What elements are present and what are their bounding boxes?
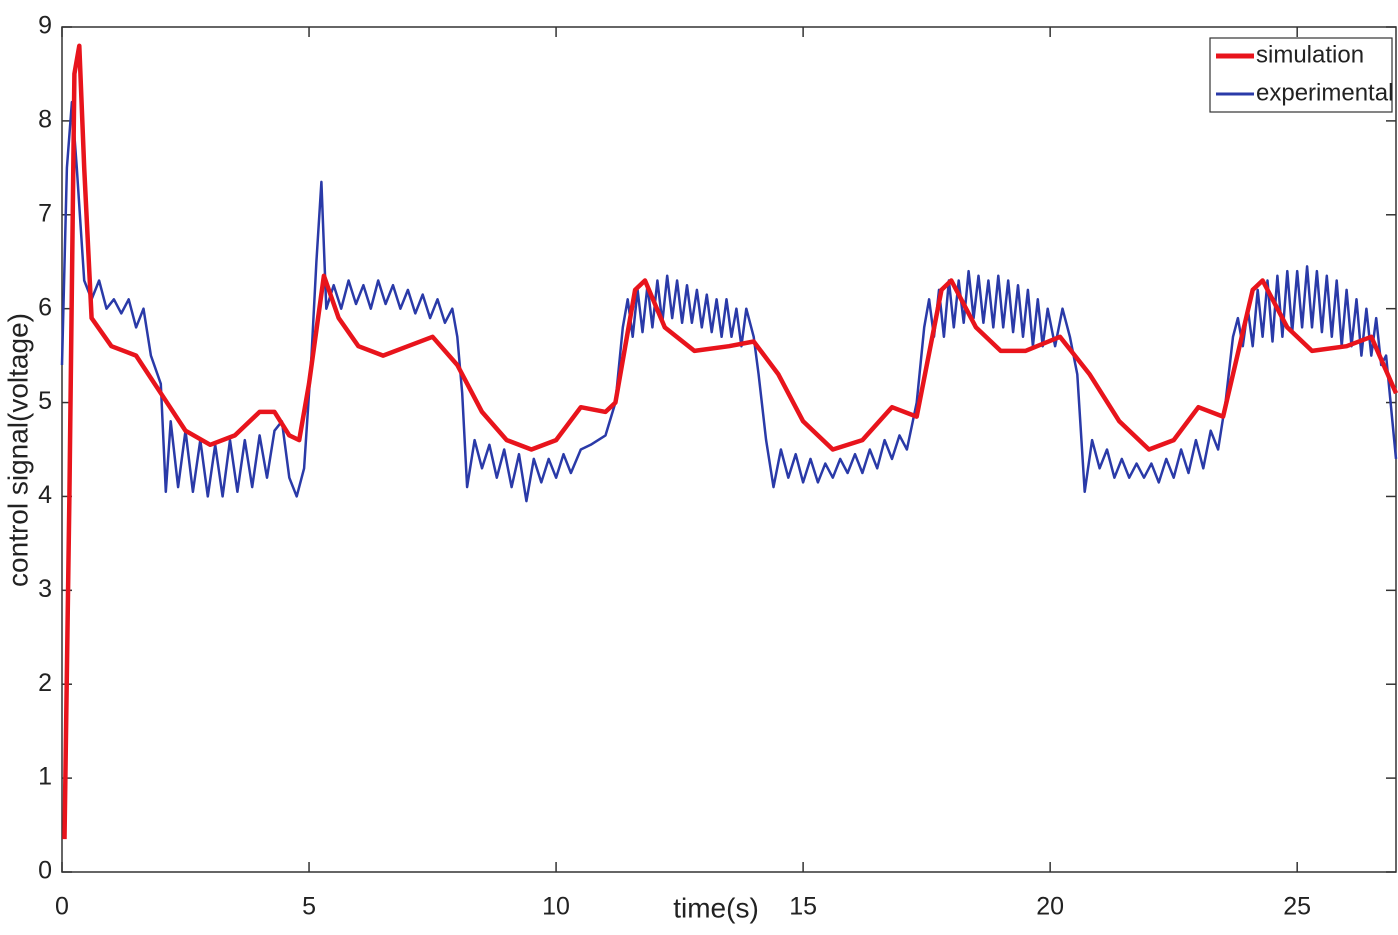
x-tick-label: 20 xyxy=(1036,893,1064,921)
legend-label: simulation xyxy=(1256,41,1364,68)
x-axis-label: time(s) xyxy=(673,892,759,923)
y-tick-label: 3 xyxy=(38,575,52,603)
y-tick-label: 4 xyxy=(38,481,52,509)
x-tick-label: 10 xyxy=(542,893,570,921)
y-axis-label: control signal(voltage) xyxy=(2,313,33,587)
y-tick-label: 1 xyxy=(38,763,52,791)
series-line xyxy=(60,100,1398,503)
y-tick-label: 9 xyxy=(38,12,52,40)
x-tick-label: 0 xyxy=(55,893,69,921)
y-tick-label: 0 xyxy=(38,857,52,885)
y-tick-label: 8 xyxy=(38,105,52,133)
y-tick-label: 7 xyxy=(38,199,52,227)
legend-box xyxy=(1209,37,1393,113)
x-tick-label: 25 xyxy=(1283,893,1311,921)
legend-label: experimental xyxy=(1256,79,1393,106)
y-tick-label: 5 xyxy=(38,387,52,415)
y-tick-label: 2 xyxy=(38,669,52,697)
x-tick-label: 15 xyxy=(789,893,817,921)
x-tick-label: 5 xyxy=(302,893,316,921)
y-tick-label: 6 xyxy=(38,293,52,321)
series-line xyxy=(62,43,1398,840)
